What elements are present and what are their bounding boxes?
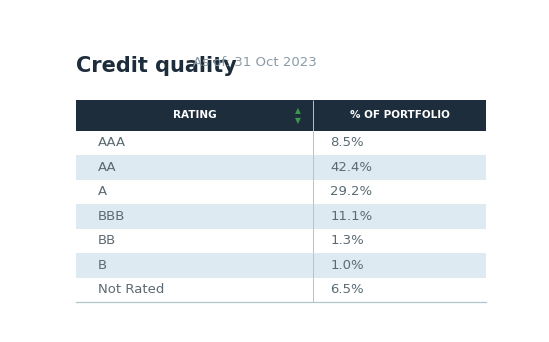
Text: Not Rated: Not Rated [98,283,164,296]
Text: 42.4%: 42.4% [330,161,372,174]
Text: ▲: ▲ [295,106,301,115]
Bar [76,277,486,302]
Bar [76,100,486,131]
Text: 11.1%: 11.1% [330,210,373,223]
Text: BBB: BBB [98,210,125,223]
Text: 6.5%: 6.5% [330,283,364,296]
Text: 1.3%: 1.3% [330,234,364,247]
Text: RATING: RATING [173,110,217,120]
Text: 1.0%: 1.0% [330,259,364,272]
Text: 8.5%: 8.5% [330,136,364,149]
Bar [76,228,486,253]
Text: A: A [98,185,107,198]
Text: 29.2%: 29.2% [330,185,372,198]
Text: AA: AA [98,161,116,174]
Bar [76,204,486,228]
Text: AAA: AAA [98,136,126,149]
Text: BB: BB [98,234,116,247]
Text: % OF PORTFOLIO: % OF PORTFOLIO [350,110,450,120]
Bar [76,253,486,277]
Text: As of: 31 Oct 2023: As of: 31 Oct 2023 [193,55,317,68]
Text: B: B [98,259,107,272]
Text: Credit quality: Credit quality [76,55,237,76]
Bar [76,180,486,204]
Bar [76,131,486,155]
Bar [76,155,486,180]
Text: ▼: ▼ [295,116,301,125]
